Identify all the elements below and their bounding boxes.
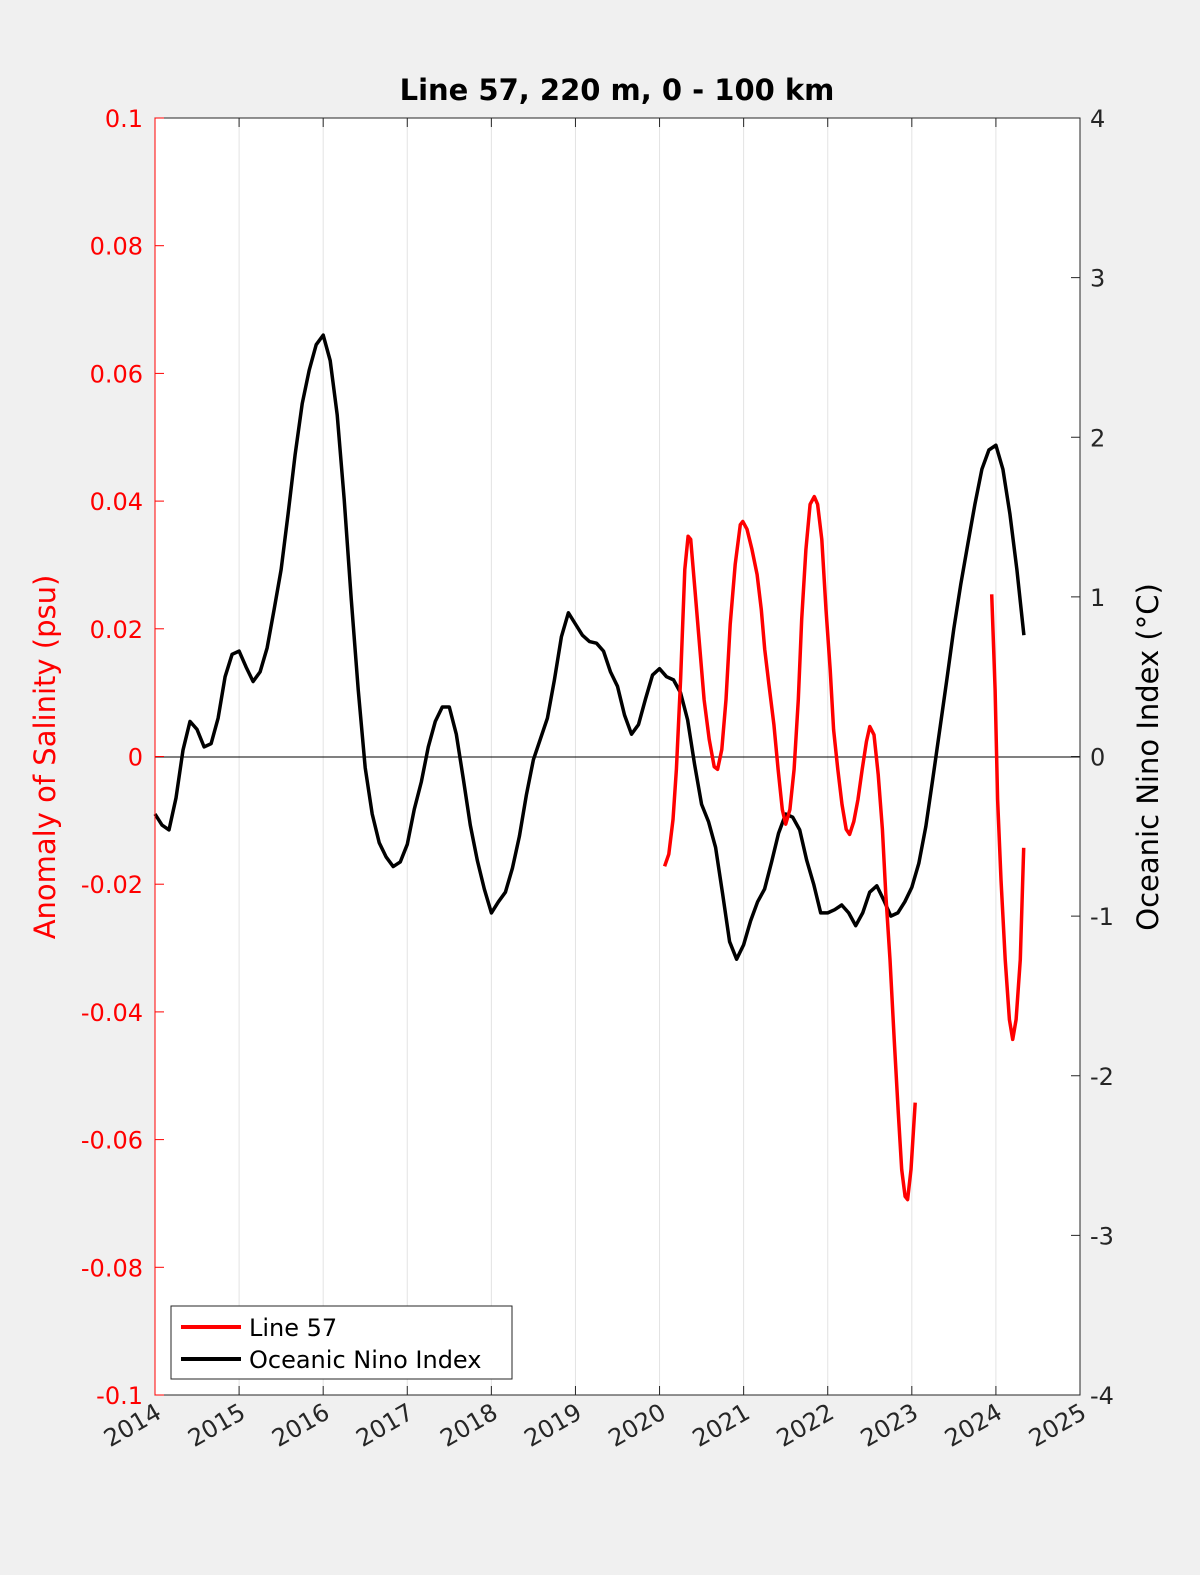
y-right-tick-label: 0 (1090, 744, 1105, 772)
y-left-tick-label: 0 (128, 744, 143, 772)
y-axis-left-label: Anomaly of Salinity (psu) (28, 575, 62, 940)
chart-title: Line 57, 220 m, 0 - 100 km (400, 73, 835, 107)
y-right-tick-label: 1 (1090, 584, 1105, 612)
y-right-tick-label: -4 (1090, 1382, 1114, 1410)
y-right-tick-label: 2 (1090, 424, 1105, 452)
series-line-oni (153, 333, 1026, 961)
y-axis-right-label: Oceanic Nino Index (°C) (1131, 583, 1165, 931)
y-left-tick-label: -0.04 (81, 999, 143, 1027)
legend-label-line57: Line 57 (249, 1314, 337, 1342)
series-group (153, 333, 1026, 1202)
y-left-tick-label: 0.04 (90, 488, 143, 516)
y-right-tick-label: -2 (1090, 1063, 1114, 1091)
y-right-tick-label: -1 (1090, 903, 1114, 931)
y-left-tick-label: -0.08 (81, 1254, 143, 1282)
y-right-tick-label: 3 (1090, 265, 1105, 293)
y-left-tick-label: 0.1 (105, 105, 143, 133)
legend-box (170, 1305, 513, 1380)
y-left-tick-label: -0.02 (81, 871, 143, 899)
series-line-line57 (662, 494, 917, 1202)
y-left-tick-label: 0.08 (90, 233, 143, 261)
y-left-tick-label: -0.06 (81, 1127, 143, 1155)
y-right-tick-label: -3 (1090, 1222, 1114, 1250)
legend: Line 57 Oceanic Nino Index (170, 1305, 513, 1380)
y-right-tick-label: 4 (1090, 105, 1105, 133)
series-line-line57 (989, 594, 1026, 1042)
y-left-tick-label: 0.06 (90, 360, 143, 388)
y-left-tick-label: -0.1 (96, 1382, 143, 1410)
y-left-tick-label: 0.02 (90, 616, 143, 644)
legend-label-oni: Oceanic Nino Index (249, 1346, 481, 1374)
